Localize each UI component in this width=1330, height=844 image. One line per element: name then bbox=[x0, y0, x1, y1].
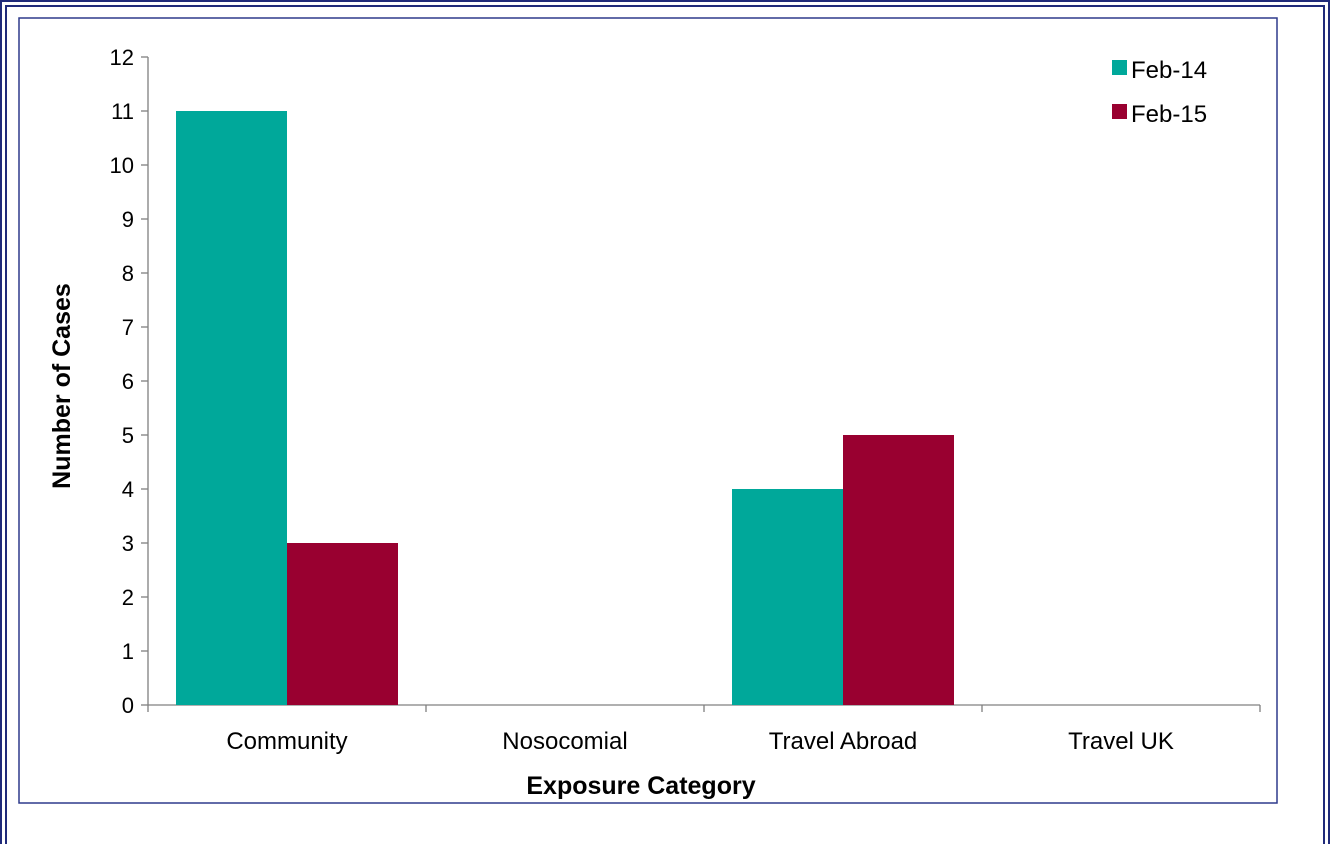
legend: Feb-14 Feb-15 bbox=[1112, 57, 1207, 128]
legend-swatch bbox=[1112, 104, 1127, 119]
legend-label: Feb-15 bbox=[1131, 101, 1207, 128]
x-tick-label: Travel UK bbox=[1068, 728, 1174, 755]
x-tick-labels: Community Nosocomial Travel Abroad Travel U… bbox=[226, 728, 1174, 755]
y-tick-label: 3 bbox=[122, 531, 134, 556]
y-tick-label: 5 bbox=[122, 423, 134, 448]
x-axis-title: Exposure Category bbox=[526, 772, 755, 800]
x-tick-label: Travel Abroad bbox=[769, 728, 918, 755]
y-tick-label: 12 bbox=[110, 45, 134, 70]
legend-swatch bbox=[1112, 60, 1127, 75]
x-tick-label: Community bbox=[226, 728, 347, 755]
y-tick-label: 9 bbox=[122, 207, 134, 232]
y-tick-label: 10 bbox=[110, 153, 134, 178]
bar-feb-14-travel-abroad bbox=[732, 489, 843, 705]
y-tick-label: 6 bbox=[122, 369, 134, 394]
y-tick-label: 0 bbox=[122, 693, 134, 718]
bars bbox=[176, 111, 954, 705]
y-tick-label: 7 bbox=[122, 315, 134, 340]
bar-feb-14-community bbox=[176, 111, 287, 705]
y-tick-label: 4 bbox=[122, 477, 134, 502]
y-tick-label: 1 bbox=[122, 639, 134, 664]
y-tick-label: 8 bbox=[122, 261, 134, 286]
y-tick-label: 11 bbox=[111, 99, 134, 124]
y-axis-title: Number of Cases bbox=[48, 283, 76, 489]
legend-label: Feb-14 bbox=[1131, 57, 1207, 84]
y-tick-label: 2 bbox=[122, 585, 134, 610]
x-axis bbox=[147, 704, 1261, 712]
bar-feb-15-travel-abroad bbox=[843, 435, 954, 705]
chart-area-border bbox=[18, 17, 1278, 804]
bar-feb-15-community bbox=[287, 543, 398, 705]
inner-border bbox=[5, 5, 1325, 844]
x-tick-label: Nosocomial bbox=[502, 728, 627, 755]
